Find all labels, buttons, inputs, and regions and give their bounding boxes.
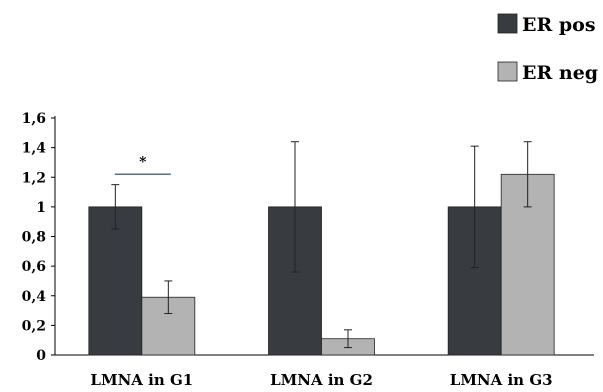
y-tick-label: 0 [36,348,46,364]
annotations: * [114,154,171,176]
category-label: LMNA in G2 [270,371,373,389]
y-tick-label: 0,4 [22,289,47,305]
legend-label: ER pos [522,14,596,36]
labels: 0 0,2 0,4 0,6 0,8 1 1,2 1,4 1,6 LMNA in G1 LMNA in… [22,111,553,389]
y-tick-label: 0,8 [22,230,46,246]
bars [88,173,555,356]
bar [88,206,143,356]
error-bars [111,141,532,349]
legend: ER pos ER neg [497,13,598,84]
legend-swatch [497,13,518,34]
legend-label: ER neg [522,62,598,84]
y-tick-label: 1,6 [22,111,46,127]
y-tick-label: 1,2 [22,170,46,186]
y-tick-label: 1 [36,200,46,216]
y-tick-label: 1,4 [22,141,47,157]
y-tick-label: 0,6 [22,259,46,275]
significance-marker: * [139,154,147,170]
category-label: LMNA in G1 [90,371,193,389]
y-tick-label: 0,2 [22,318,46,334]
category-label: LMNA in G3 [450,371,553,389]
legend-swatch [497,61,518,82]
